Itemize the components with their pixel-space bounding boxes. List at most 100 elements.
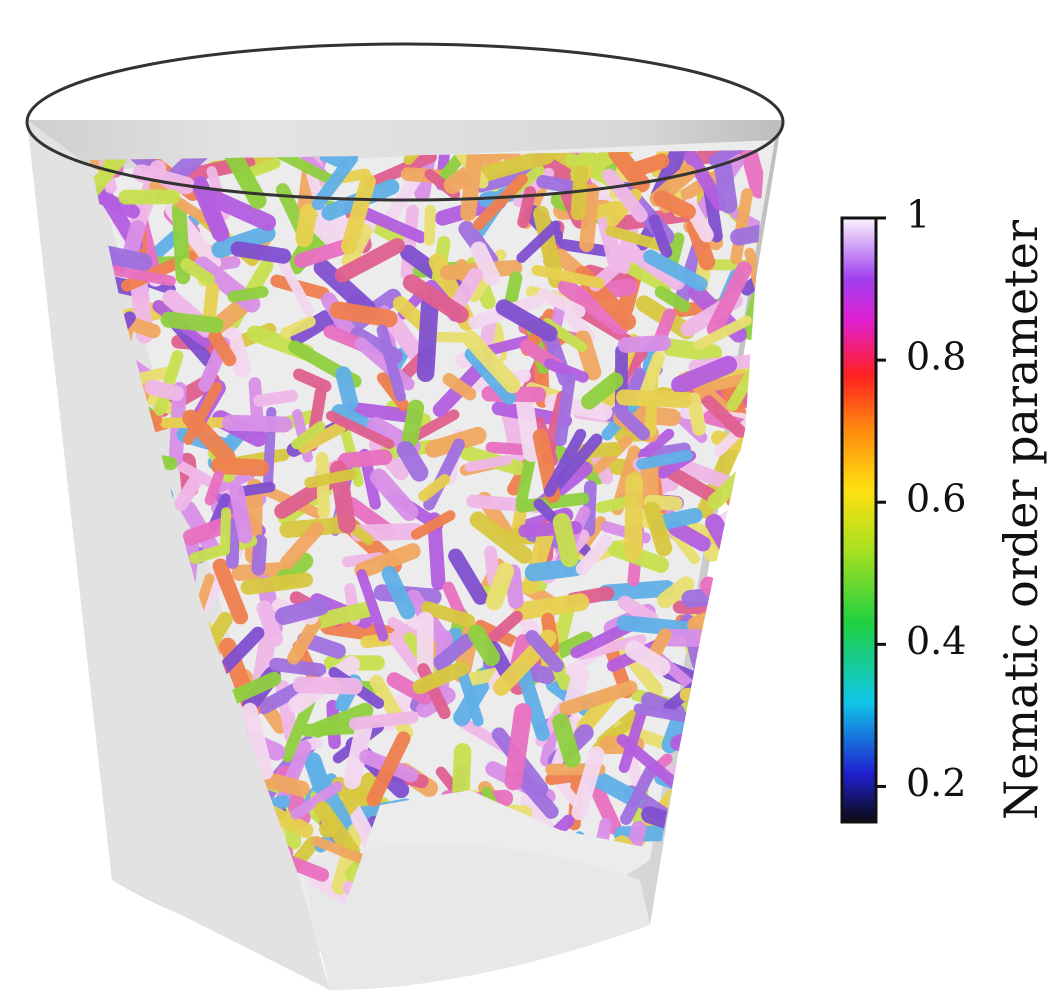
rod <box>248 580 306 588</box>
rod <box>284 606 321 616</box>
rod <box>233 292 262 297</box>
rod <box>698 875 728 879</box>
rod <box>259 396 292 401</box>
rod <box>406 450 420 473</box>
rod <box>712 714 742 739</box>
rod <box>744 808 779 823</box>
rod <box>734 584 751 605</box>
rod <box>238 249 283 256</box>
rod <box>426 304 430 373</box>
rod <box>633 482 634 552</box>
rod <box>699 733 754 744</box>
rod <box>679 607 733 609</box>
rod <box>209 289 212 319</box>
rod <box>232 524 233 562</box>
rod <box>652 510 664 549</box>
colorbar-tick-label: 1 <box>906 193 930 237</box>
rod <box>731 841 751 877</box>
rod <box>225 512 226 551</box>
rod <box>723 713 788 721</box>
rod <box>561 722 572 759</box>
rod <box>733 752 739 791</box>
rod <box>741 843 759 906</box>
rod <box>678 720 736 743</box>
rod <box>733 563 759 618</box>
rod <box>734 698 738 727</box>
rod <box>743 634 781 674</box>
rod <box>725 601 776 627</box>
rod <box>732 574 788 598</box>
rod <box>587 191 592 245</box>
rod <box>739 528 780 573</box>
rod <box>725 565 770 578</box>
rod <box>668 638 705 639</box>
rod <box>624 623 690 629</box>
rod <box>543 182 570 187</box>
rod <box>152 387 176 393</box>
rod <box>673 834 698 836</box>
rod <box>738 855 764 888</box>
rod <box>243 487 270 491</box>
rod <box>690 594 744 599</box>
rod <box>276 664 319 669</box>
rod <box>343 374 350 403</box>
rod <box>711 769 712 805</box>
rod <box>665 841 683 877</box>
rod <box>469 460 507 467</box>
rod <box>751 299 760 331</box>
rod <box>725 517 769 570</box>
rod <box>410 408 416 440</box>
rod <box>636 161 662 169</box>
colorbar: Nematic order parameter 0.20.40.60.81 <box>842 193 1048 823</box>
colorbar-tick-label: 0.4 <box>906 619 966 663</box>
rod <box>490 552 493 580</box>
rod <box>684 773 738 795</box>
rod <box>701 734 707 763</box>
figure: Nematic order parameter 0.20.40.60.81 <box>0 0 1052 1000</box>
rod <box>752 529 759 562</box>
rod <box>672 819 690 857</box>
rod <box>674 774 717 822</box>
rod <box>757 567 775 586</box>
rod <box>750 624 766 651</box>
rod <box>265 608 276 638</box>
rod <box>735 523 773 525</box>
rod <box>724 769 745 811</box>
rod <box>338 310 389 319</box>
rod <box>746 833 747 864</box>
rod <box>562 522 570 558</box>
colorbar-tick-label: 0.6 <box>906 477 966 521</box>
rod <box>687 695 743 696</box>
rod <box>722 654 729 683</box>
rod <box>671 347 714 353</box>
rod <box>677 825 718 833</box>
rod <box>677 854 682 915</box>
rod <box>534 567 575 572</box>
rod <box>739 488 764 513</box>
rod <box>355 717 412 723</box>
rod <box>707 853 738 875</box>
rod <box>491 447 521 449</box>
rod <box>301 685 354 687</box>
rod <box>606 588 667 592</box>
rod <box>732 492 773 501</box>
rod <box>739 759 775 764</box>
rod <box>169 320 216 325</box>
rod <box>723 168 728 205</box>
rod <box>716 798 752 802</box>
rod <box>707 740 745 750</box>
rod <box>736 612 743 666</box>
rod <box>513 712 523 781</box>
rod <box>721 501 760 522</box>
rod <box>664 840 694 892</box>
rod <box>624 397 684 400</box>
rod <box>468 158 474 214</box>
rod <box>694 399 699 429</box>
rod <box>626 343 664 345</box>
rod <box>513 572 516 601</box>
rod <box>524 396 532 453</box>
rod <box>711 615 771 628</box>
rod <box>719 701 777 706</box>
rod <box>304 212 308 238</box>
rod <box>728 601 759 605</box>
